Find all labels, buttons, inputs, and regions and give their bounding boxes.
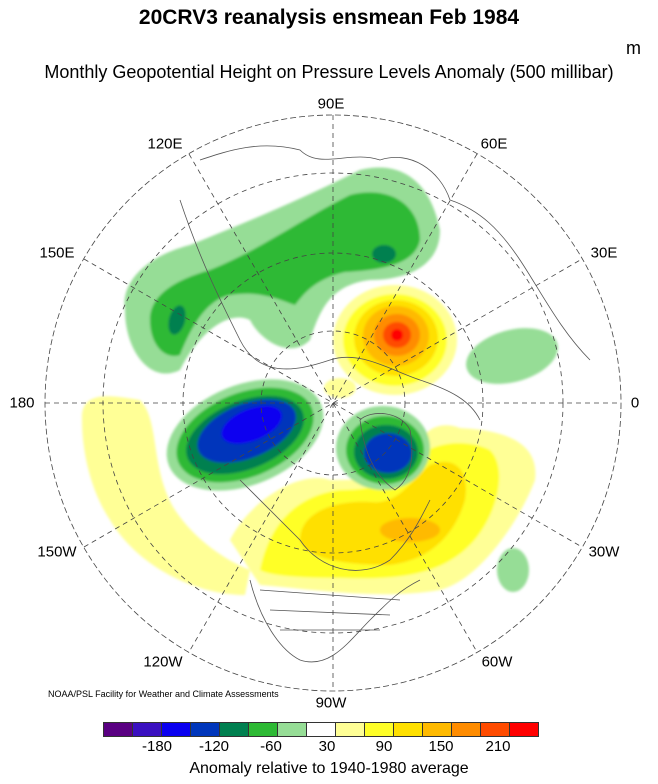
positive-anomaly-pacific	[81, 396, 251, 595]
colorbar-tick-label: 30	[318, 738, 336, 755]
colorbar-swatch	[510, 723, 538, 736]
negative-anomaly-alaska	[166, 379, 324, 491]
colorbar-title: Anomaly relative to 1940-1980 average	[189, 760, 469, 777]
graticule	[45, 115, 621, 691]
colorbar-swatch	[394, 723, 423, 736]
map-boundary	[44, 114, 622, 692]
colorbar-swatch	[481, 723, 510, 736]
colorbar-swatch	[423, 723, 452, 736]
colorbar-tick-label: -60	[260, 738, 282, 755]
positive-anomaly-europe	[333, 285, 457, 395]
negative-anomaly-asia	[124, 167, 441, 374]
colorbar-tick-label: 150	[428, 738, 454, 755]
units-label: m	[626, 38, 641, 58]
coastlines	[179, 145, 591, 663]
colorbar-swatch	[249, 723, 278, 736]
lon-label-180: 180	[9, 394, 35, 412]
lon-label-0: 0	[630, 394, 640, 412]
colorbar-swatch	[191, 723, 220, 736]
colorbar-swatch	[220, 723, 249, 736]
lon-label-30e: 30E	[590, 244, 618, 262]
colorbar-swatch	[365, 723, 394, 736]
lon-label-150w: 150W	[37, 543, 77, 561]
colorbar-swatch	[104, 723, 133, 736]
lon-label-90e: 90E	[317, 95, 345, 113]
colorbar-tick-label: 90	[375, 738, 393, 755]
lon-label-120w: 120W	[143, 653, 183, 671]
positive-anomaly-max-east-us	[380, 518, 440, 542]
lon-label-60e: 60E	[480, 135, 508, 153]
credit-text: NOAA/PSL Facility for Weather and Climat…	[48, 689, 279, 699]
lon-label-60w: 60W	[481, 653, 513, 671]
lon-label-30w: 30W	[588, 543, 620, 561]
colorbar-tick-label: 210	[485, 738, 511, 755]
colorbar-swatch	[162, 723, 191, 736]
figure-subtitle: Monthly Geopotential Height on Pressure …	[44, 62, 614, 82]
negative-anomaly-europe-weak	[466, 328, 558, 384]
anomaly-field	[81, 167, 558, 595]
colorbar-swatch	[307, 723, 336, 736]
colorbar-swatch	[336, 723, 365, 736]
colorbar-tick-label: -180	[141, 738, 173, 755]
colorbar-swatch	[278, 723, 307, 736]
colorbar-swatch	[133, 723, 162, 736]
colorbar-tick-label: -120	[198, 738, 230, 755]
lon-label-150e: 150E	[39, 244, 75, 262]
colorbar	[103, 722, 539, 737]
figure-title: 20CRV3 reanalysis ensmean Feb 1984	[138, 6, 520, 29]
colorbar-swatch	[452, 723, 481, 736]
lon-label-120e: 120E	[147, 135, 183, 153]
lon-label-90w: 90W	[315, 694, 347, 712]
negative-anomaly-atlantic-weak	[497, 548, 529, 592]
negative-anomaly-greenland	[336, 406, 430, 490]
